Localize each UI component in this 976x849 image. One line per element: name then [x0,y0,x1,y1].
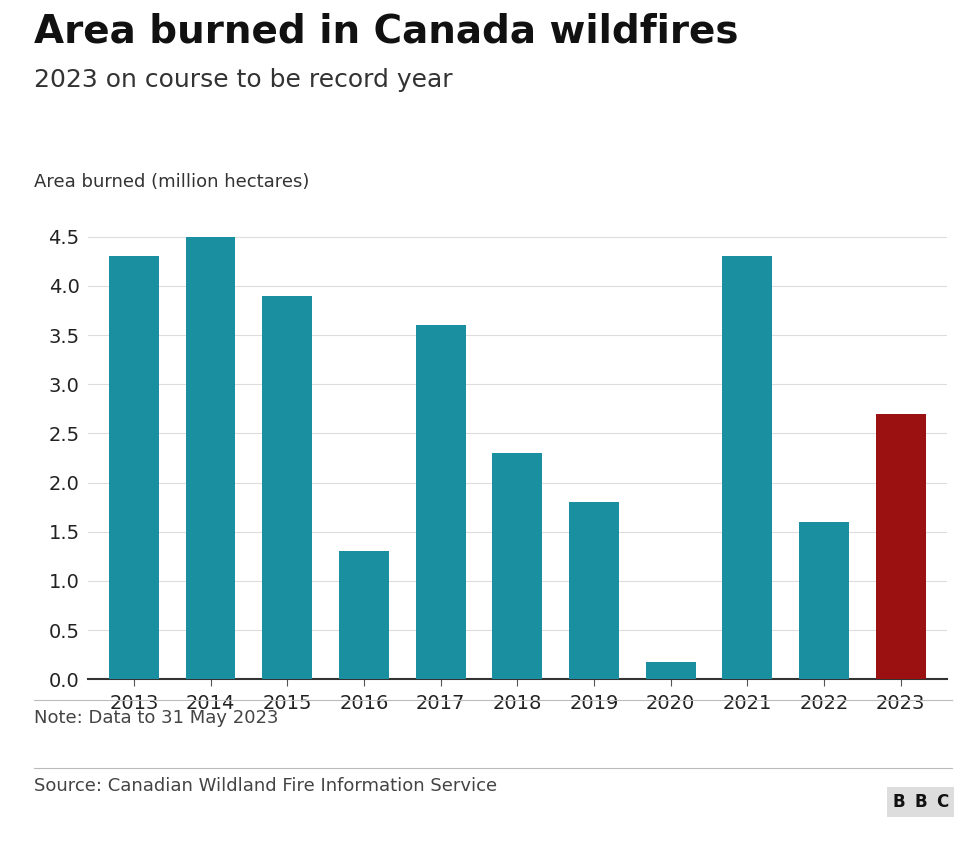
Text: B: B [893,793,905,812]
Text: C: C [936,793,948,812]
Bar [722,256,772,679]
Bar [569,503,619,679]
Bar [875,413,925,679]
Text: Area burned (million hectares): Area burned (million hectares) [34,173,309,191]
Bar [646,661,696,679]
Bar [492,453,543,679]
Text: B: B [915,793,926,812]
Text: 2023 on course to be record year: 2023 on course to be record year [34,68,453,92]
Bar [416,325,466,679]
Bar [185,237,235,679]
Bar [339,551,388,679]
Bar [799,522,849,679]
Bar [109,256,159,679]
Text: Source: Canadian Wildland Fire Information Service: Source: Canadian Wildland Fire Informati… [34,777,498,795]
Bar [263,295,312,679]
Text: Area burned in Canada wildfires: Area burned in Canada wildfires [34,13,739,51]
Text: Note: Data to 31 May 2023: Note: Data to 31 May 2023 [34,709,279,727]
